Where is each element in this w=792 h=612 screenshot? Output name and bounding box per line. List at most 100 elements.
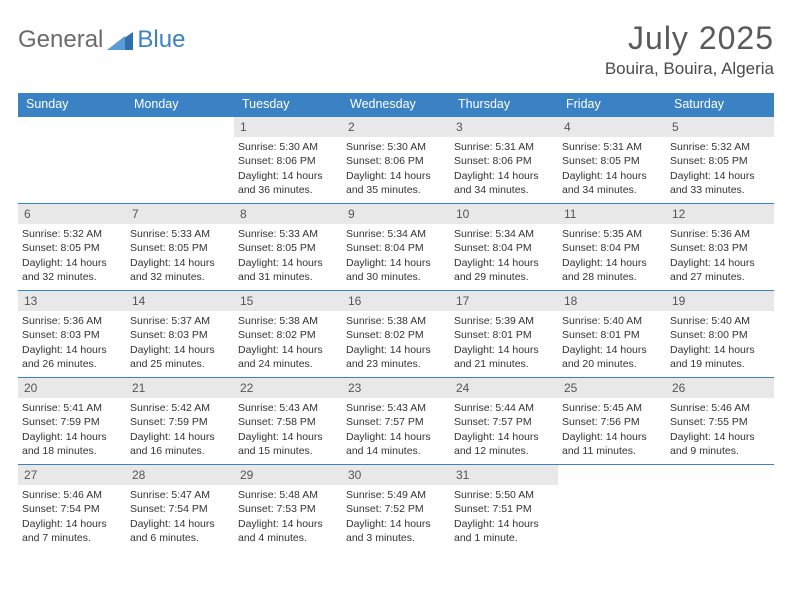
sunrise-text: Sunrise: 5:40 AM [670, 314, 770, 328]
day-number: 13 [18, 291, 126, 311]
day-number: 23 [342, 378, 450, 398]
sunset-text: Sunset: 8:04 PM [454, 241, 554, 255]
sunrise-text: Sunrise: 5:49 AM [346, 488, 446, 502]
day-cell: 19Sunrise: 5:40 AMSunset: 8:00 PMDayligh… [666, 291, 774, 377]
day-cell [18, 117, 126, 203]
brand-triangle-icon [107, 30, 133, 50]
sunrise-text: Sunrise: 5:34 AM [454, 227, 554, 241]
day-number: 21 [126, 378, 234, 398]
day-details: Sunrise: 5:41 AMSunset: 7:59 PMDaylight:… [18, 398, 126, 462]
day-cell: 11Sunrise: 5:35 AMSunset: 8:04 PMDayligh… [558, 204, 666, 290]
daylight-text: Daylight: 14 hours and 6 minutes. [130, 517, 230, 545]
day-cell: 6Sunrise: 5:32 AMSunset: 8:05 PMDaylight… [18, 204, 126, 290]
day-details: Sunrise: 5:44 AMSunset: 7:57 PMDaylight:… [450, 398, 558, 462]
daylight-text: Daylight: 14 hours and 26 minutes. [22, 343, 122, 371]
title-block: July 2025 Bouira, Bouira, Algeria [605, 20, 774, 79]
day-details: Sunrise: 5:40 AMSunset: 8:00 PMDaylight:… [666, 311, 774, 375]
sunrise-text: Sunrise: 5:42 AM [130, 401, 230, 415]
week-row: 27Sunrise: 5:46 AMSunset: 7:54 PMDayligh… [18, 464, 774, 551]
daylight-text: Daylight: 14 hours and 9 minutes. [670, 430, 770, 458]
day-number: 17 [450, 291, 558, 311]
dow-cell: Tuesday [234, 93, 342, 116]
sunset-text: Sunset: 8:03 PM [130, 328, 230, 342]
daylight-text: Daylight: 14 hours and 15 minutes. [238, 430, 338, 458]
sunrise-text: Sunrise: 5:46 AM [22, 488, 122, 502]
day-details: Sunrise: 5:30 AMSunset: 8:06 PMDaylight:… [342, 137, 450, 201]
day-cell: 5Sunrise: 5:32 AMSunset: 8:05 PMDaylight… [666, 117, 774, 203]
sunrise-text: Sunrise: 5:41 AM [22, 401, 122, 415]
daylight-text: Daylight: 14 hours and 19 minutes. [670, 343, 770, 371]
day-cell: 22Sunrise: 5:43 AMSunset: 7:58 PMDayligh… [234, 378, 342, 464]
daylight-text: Daylight: 14 hours and 14 minutes. [346, 430, 446, 458]
day-cell: 4Sunrise: 5:31 AMSunset: 8:05 PMDaylight… [558, 117, 666, 203]
day-cell: 10Sunrise: 5:34 AMSunset: 8:04 PMDayligh… [450, 204, 558, 290]
day-details: Sunrise: 5:45 AMSunset: 7:56 PMDaylight:… [558, 398, 666, 462]
daylight-text: Daylight: 14 hours and 7 minutes. [22, 517, 122, 545]
month-title: July 2025 [605, 20, 774, 57]
daylight-text: Daylight: 14 hours and 16 minutes. [130, 430, 230, 458]
sunrise-text: Sunrise: 5:33 AM [130, 227, 230, 241]
daylight-text: Daylight: 14 hours and 28 minutes. [562, 256, 662, 284]
daylight-text: Daylight: 14 hours and 11 minutes. [562, 430, 662, 458]
day-cell: 18Sunrise: 5:40 AMSunset: 8:01 PMDayligh… [558, 291, 666, 377]
day-details: Sunrise: 5:36 AMSunset: 8:03 PMDaylight:… [666, 224, 774, 288]
day-number: 30 [342, 465, 450, 485]
day-cell: 31Sunrise: 5:50 AMSunset: 7:51 PMDayligh… [450, 465, 558, 551]
daylight-text: Daylight: 14 hours and 31 minutes. [238, 256, 338, 284]
sunrise-text: Sunrise: 5:30 AM [346, 140, 446, 154]
sunrise-text: Sunrise: 5:44 AM [454, 401, 554, 415]
week-row: 6Sunrise: 5:32 AMSunset: 8:05 PMDaylight… [18, 203, 774, 290]
sunset-text: Sunset: 8:05 PM [562, 154, 662, 168]
day-details: Sunrise: 5:34 AMSunset: 8:04 PMDaylight:… [342, 224, 450, 288]
sunset-text: Sunset: 8:04 PM [562, 241, 662, 255]
day-cell: 23Sunrise: 5:43 AMSunset: 7:57 PMDayligh… [342, 378, 450, 464]
day-cell: 20Sunrise: 5:41 AMSunset: 7:59 PMDayligh… [18, 378, 126, 464]
brand-logo: General Blue [18, 20, 185, 54]
day-details: Sunrise: 5:46 AMSunset: 7:55 PMDaylight:… [666, 398, 774, 462]
day-number: 25 [558, 378, 666, 398]
sunrise-text: Sunrise: 5:48 AM [238, 488, 338, 502]
day-cell [558, 465, 666, 551]
sunset-text: Sunset: 7:58 PM [238, 415, 338, 429]
daylight-text: Daylight: 14 hours and 34 minutes. [562, 169, 662, 197]
dow-cell: Sunday [18, 93, 126, 116]
sunset-text: Sunset: 8:05 PM [670, 154, 770, 168]
sunset-text: Sunset: 7:57 PM [346, 415, 446, 429]
days-of-week-row: SundayMondayTuesdayWednesdayThursdayFrid… [18, 93, 774, 116]
day-number: 9 [342, 204, 450, 224]
day-cell: 8Sunrise: 5:33 AMSunset: 8:05 PMDaylight… [234, 204, 342, 290]
sunset-text: Sunset: 8:06 PM [238, 154, 338, 168]
day-details: Sunrise: 5:48 AMSunset: 7:53 PMDaylight:… [234, 485, 342, 549]
day-details: Sunrise: 5:40 AMSunset: 8:01 PMDaylight:… [558, 311, 666, 375]
sunrise-text: Sunrise: 5:39 AM [454, 314, 554, 328]
sunrise-text: Sunrise: 5:46 AM [670, 401, 770, 415]
day-details: Sunrise: 5:43 AMSunset: 7:58 PMDaylight:… [234, 398, 342, 462]
day-cell: 30Sunrise: 5:49 AMSunset: 7:52 PMDayligh… [342, 465, 450, 551]
day-details: Sunrise: 5:34 AMSunset: 8:04 PMDaylight:… [450, 224, 558, 288]
sunrise-text: Sunrise: 5:37 AM [130, 314, 230, 328]
day-cell: 12Sunrise: 5:36 AMSunset: 8:03 PMDayligh… [666, 204, 774, 290]
week-row: 13Sunrise: 5:36 AMSunset: 8:03 PMDayligh… [18, 290, 774, 377]
day-details: Sunrise: 5:42 AMSunset: 7:59 PMDaylight:… [126, 398, 234, 462]
day-number: 26 [666, 378, 774, 398]
day-number: 8 [234, 204, 342, 224]
daylight-text: Daylight: 14 hours and 3 minutes. [346, 517, 446, 545]
day-number: 14 [126, 291, 234, 311]
day-number: 10 [450, 204, 558, 224]
daylight-text: Daylight: 14 hours and 24 minutes. [238, 343, 338, 371]
sunrise-text: Sunrise: 5:31 AM [454, 140, 554, 154]
sunrise-text: Sunrise: 5:32 AM [670, 140, 770, 154]
day-details: Sunrise: 5:31 AMSunset: 8:05 PMDaylight:… [558, 137, 666, 201]
sunset-text: Sunset: 8:03 PM [670, 241, 770, 255]
sunset-text: Sunset: 7:51 PM [454, 502, 554, 516]
daylight-text: Daylight: 14 hours and 32 minutes. [130, 256, 230, 284]
day-details: Sunrise: 5:43 AMSunset: 7:57 PMDaylight:… [342, 398, 450, 462]
daylight-text: Daylight: 14 hours and 23 minutes. [346, 343, 446, 371]
day-details: Sunrise: 5:30 AMSunset: 8:06 PMDaylight:… [234, 137, 342, 201]
day-number: 29 [234, 465, 342, 485]
daylight-text: Daylight: 14 hours and 29 minutes. [454, 256, 554, 284]
day-details: Sunrise: 5:46 AMSunset: 7:54 PMDaylight:… [18, 485, 126, 549]
day-number: 1 [234, 117, 342, 137]
day-cell: 26Sunrise: 5:46 AMSunset: 7:55 PMDayligh… [666, 378, 774, 464]
week-row: 1Sunrise: 5:30 AMSunset: 8:06 PMDaylight… [18, 116, 774, 203]
